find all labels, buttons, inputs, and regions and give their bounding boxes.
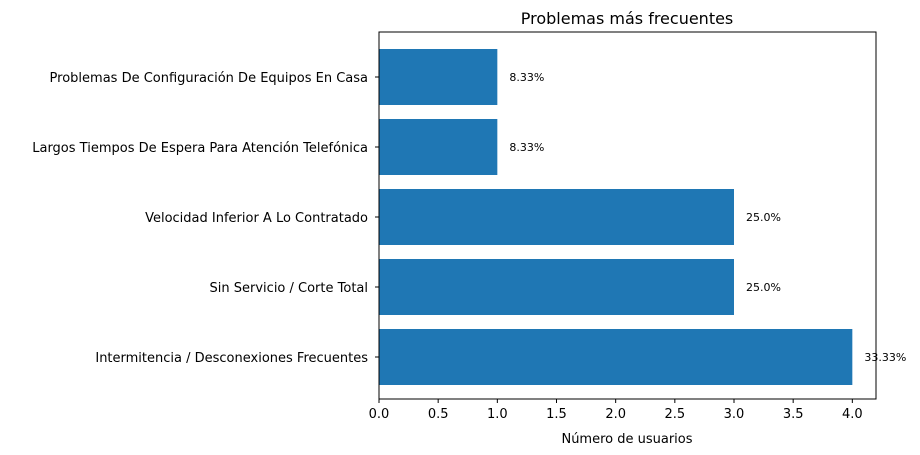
bars-group [379, 49, 853, 385]
y-tick-label-1: Sin Servicio / Corte Total [210, 281, 368, 296]
bar-data-label-0: 33.33% [864, 351, 906, 364]
x-tick-label-8: 4.0 [842, 407, 863, 422]
bar-data-label-1: 25.0% [746, 281, 781, 294]
bar-3 [379, 119, 498, 175]
x-tick-label-2: 1.0 [487, 407, 508, 422]
y-tick-label-0: Intermitencia / Desconexiones Frecuentes [95, 351, 368, 366]
bar-4 [379, 49, 498, 105]
x-axis-ticks: 0.0 0.5 1.0 1.5 2.0 2.5 3.0 3.5 4.0 [369, 399, 863, 422]
x-tick-label-3: 1.5 [546, 407, 567, 422]
y-axis-ticks: Intermitencia / Desconexiones Frecuentes… [32, 71, 379, 366]
x-tick-label-0: 0.0 [369, 407, 390, 422]
bar-0 [379, 329, 853, 385]
x-tick-label-1: 0.5 [428, 407, 449, 422]
bar-data-label-4: 8.33% [509, 71, 544, 84]
x-tick-label-4: 2.0 [605, 407, 626, 422]
bar-data-label-3: 8.33% [509, 141, 544, 154]
x-tick-label-6: 3.0 [724, 407, 745, 422]
data-labels-group: 33.33% 25.0% 25.0% 8.33% 8.33% [509, 71, 906, 364]
plot-frame [378, 31, 877, 400]
x-axis-label: Número de usuarios [561, 432, 692, 447]
bar-2 [379, 189, 734, 245]
bar-1 [379, 259, 734, 315]
y-tick-label-3: Largos Tiempos De Espera Para Atención T… [32, 141, 368, 156]
y-tick-label-4: Problemas De Configuración De Equipos En… [50, 71, 368, 86]
x-tick-label-5: 2.5 [664, 407, 685, 422]
bar-data-label-2: 25.0% [746, 211, 781, 224]
y-tick-label-2: Velocidad Inferior A Lo Contratado [145, 211, 368, 226]
chart-title: Problemas más frecuentes [521, 9, 734, 28]
x-tick-label-7: 3.5 [783, 407, 804, 422]
